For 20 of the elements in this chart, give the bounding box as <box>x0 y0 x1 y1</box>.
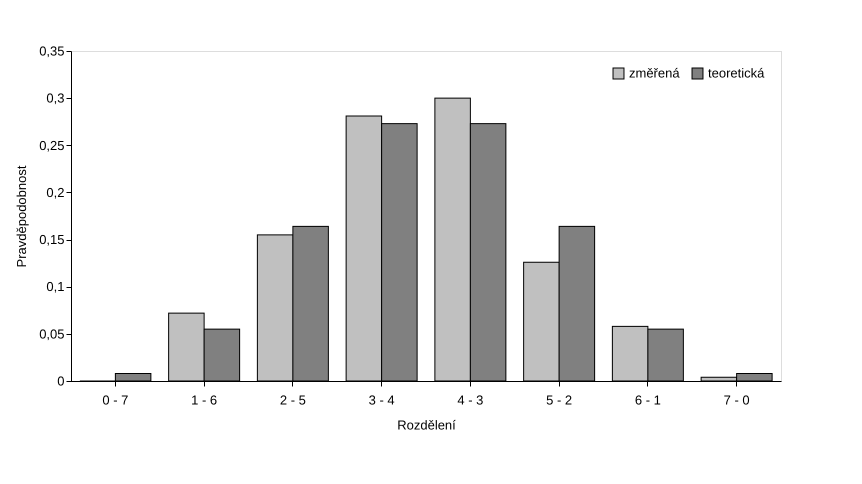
y-tick-label: 0,2 <box>46 184 64 200</box>
y-tick-label: 0,1 <box>46 279 64 294</box>
legend-label: teoretická <box>708 66 766 81</box>
y-tick-label: 0,05 <box>39 326 64 342</box>
y-tick-label: 0 <box>57 374 64 388</box>
y-tick-label: 0,35 <box>39 44 64 58</box>
x-tick-label: 0 - 7 <box>102 392 128 408</box>
legend-label: změřená <box>629 66 680 81</box>
y-tick-label: 0,15 <box>39 232 64 248</box>
x-tick-label: 2 - 5 <box>280 392 306 408</box>
x-tick-label: 7 - 0 <box>724 392 750 408</box>
x-tick-label: 3 - 4 <box>368 392 395 408</box>
y-axis-title: Pravděpodobnost <box>14 165 30 268</box>
x-tick-label: 4 - 3 <box>457 392 484 408</box>
y-tick-label: 0,3 <box>46 90 64 106</box>
x-tick-label: 1 - 6 <box>191 392 218 408</box>
x-tick-label: 6 - 1 <box>634 392 661 408</box>
y-tick-label: 0,25 <box>39 138 64 153</box>
x-tick-label: 5 - 2 <box>546 392 572 408</box>
x-axis-title: Rozdělení <box>397 418 456 432</box>
